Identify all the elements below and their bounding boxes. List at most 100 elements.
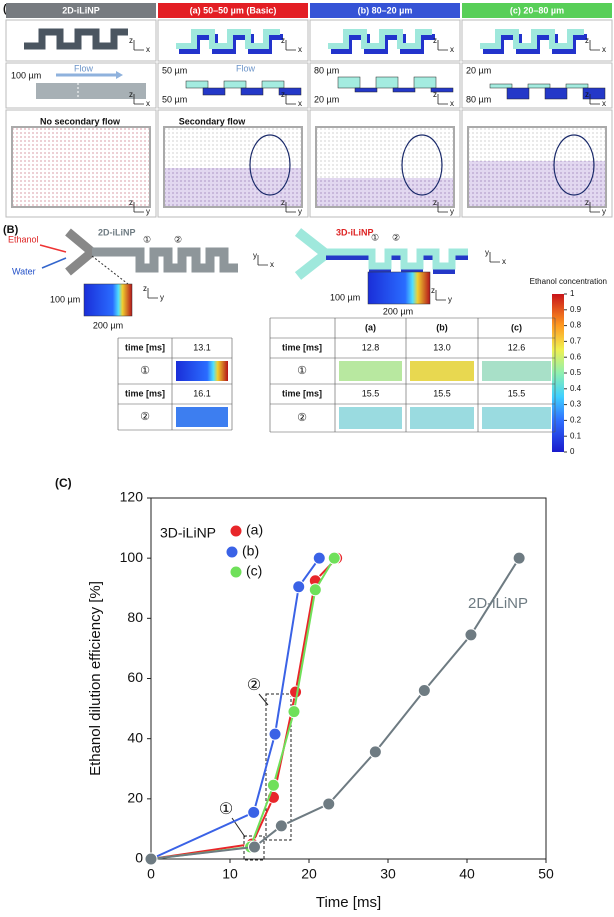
- colorbar-label: 0.7: [570, 337, 582, 346]
- x-tick-label: 30: [380, 866, 396, 882]
- arrow-water: [41, 257, 67, 269]
- cross-section: [83, 283, 133, 317]
- axis-letter: y: [146, 207, 150, 216]
- table-cell: ②: [140, 411, 150, 423]
- layer-bottom: [202, 87, 226, 96]
- table-cell: 15.5: [433, 388, 451, 398]
- table-cell: time [ms]: [282, 388, 322, 398]
- table-cell: 12.8: [362, 342, 380, 352]
- table-cell: 16.1: [193, 388, 211, 398]
- snapshot: [482, 407, 551, 429]
- colorbar-label: 0.6: [570, 352, 582, 361]
- axis-letter: z: [585, 90, 589, 99]
- snapshot: [176, 407, 228, 427]
- arrow-ethanol: [39, 244, 67, 253]
- colorbar-label: 0: [570, 447, 575, 456]
- axis-letter: y: [253, 251, 257, 260]
- axis-letter: x: [602, 45, 606, 54]
- data-point: [287, 705, 301, 719]
- position-marker: ①: [371, 232, 379, 242]
- inlet-label: Water: [12, 266, 36, 276]
- axis-glyph: [285, 202, 296, 213]
- dimension: 100 µm: [50, 294, 80, 304]
- y-tick-label: 120: [120, 489, 144, 505]
- axis-letter: z: [585, 36, 589, 45]
- layer-top: [375, 76, 399, 89]
- dimension: 20 µm: [314, 94, 339, 104]
- column-header: (b) 80–20 µm: [358, 5, 413, 15]
- table-cell: time [ms]: [125, 388, 165, 398]
- axis-letter: x: [450, 99, 454, 108]
- axis-letter: x: [502, 257, 506, 266]
- data-point: [266, 778, 280, 792]
- zoom-line: [91, 255, 129, 285]
- axis-letter: z: [433, 36, 437, 45]
- snapshot: [176, 361, 228, 381]
- legend-swatch: [229, 524, 243, 538]
- axis-glyph: [285, 40, 296, 51]
- field-lower: [469, 161, 605, 206]
- axis-glyph: [257, 255, 268, 266]
- layer-top: [413, 76, 437, 89]
- layer-bottom: [278, 87, 302, 96]
- colorbar-title: Ethanol concentration: [530, 277, 607, 286]
- layer-top: [261, 80, 285, 89]
- axis-glyph: [437, 40, 448, 51]
- dimension: 80 µm: [466, 94, 491, 104]
- colorbar-label: 1: [570, 289, 575, 298]
- snapshot: [410, 407, 474, 429]
- axis-glyph: [489, 252, 500, 263]
- y-tick-label: 60: [127, 669, 143, 685]
- axis-letter: x: [298, 99, 302, 108]
- data-point: [268, 727, 282, 741]
- panel-label: (C): [55, 476, 72, 490]
- axis-letter: x: [270, 260, 274, 269]
- table-cell: 12.6: [508, 342, 526, 352]
- legend-label: (b): [242, 543, 259, 559]
- colorbar-label: 0.5: [570, 368, 582, 377]
- position-marker: ②: [392, 232, 400, 242]
- dimension: 50 µm: [162, 65, 187, 75]
- data-point: [417, 684, 431, 698]
- axis-glyph: [437, 202, 448, 213]
- annotation-box: [265, 693, 292, 841]
- axis-letter: z: [433, 198, 437, 207]
- data-point: [368, 745, 382, 759]
- y-tick-label: 40: [127, 729, 143, 745]
- inlet: [294, 228, 335, 280]
- layer-bottom: [506, 87, 530, 100]
- table-cell: 15.5: [362, 388, 380, 398]
- data-point: [327, 551, 341, 565]
- axis-glyph: [435, 290, 446, 301]
- axis-letter: z: [129, 36, 133, 45]
- colorbar-label: 0.4: [570, 384, 582, 393]
- flow-label: Flow: [236, 63, 256, 73]
- x-tick-label: 20: [301, 866, 317, 882]
- axis-letter: z: [281, 90, 285, 99]
- flow-head: [116, 71, 123, 79]
- plot-frame: [150, 497, 547, 860]
- channel-side: [36, 83, 146, 99]
- data-point: [289, 685, 303, 699]
- inlet: [65, 228, 100, 276]
- axis-letter: y: [160, 293, 164, 302]
- axis-letter: z: [281, 198, 285, 207]
- axis-glyph: [437, 94, 448, 105]
- layer-top: [185, 80, 209, 89]
- vortex-ring: [553, 134, 595, 196]
- layer-top: [223, 80, 247, 89]
- y-tick-label: 100: [120, 549, 144, 565]
- channel-top: [328, 29, 432, 49]
- snapshot: [482, 361, 551, 381]
- table-cell: time [ms]: [282, 342, 322, 352]
- header-cell: [462, 3, 612, 18]
- axis-letter: x: [146, 45, 150, 54]
- legend-label: (c): [246, 563, 262, 579]
- inlet-label: Ethanol: [8, 234, 39, 244]
- dimension: 200 µm: [93, 320, 123, 330]
- table-cell: (b): [436, 322, 448, 332]
- y-tick-label: 0: [135, 850, 143, 866]
- channel-2d: [92, 247, 238, 273]
- axis-letter: y: [450, 207, 454, 216]
- axis-letter: z: [281, 36, 285, 45]
